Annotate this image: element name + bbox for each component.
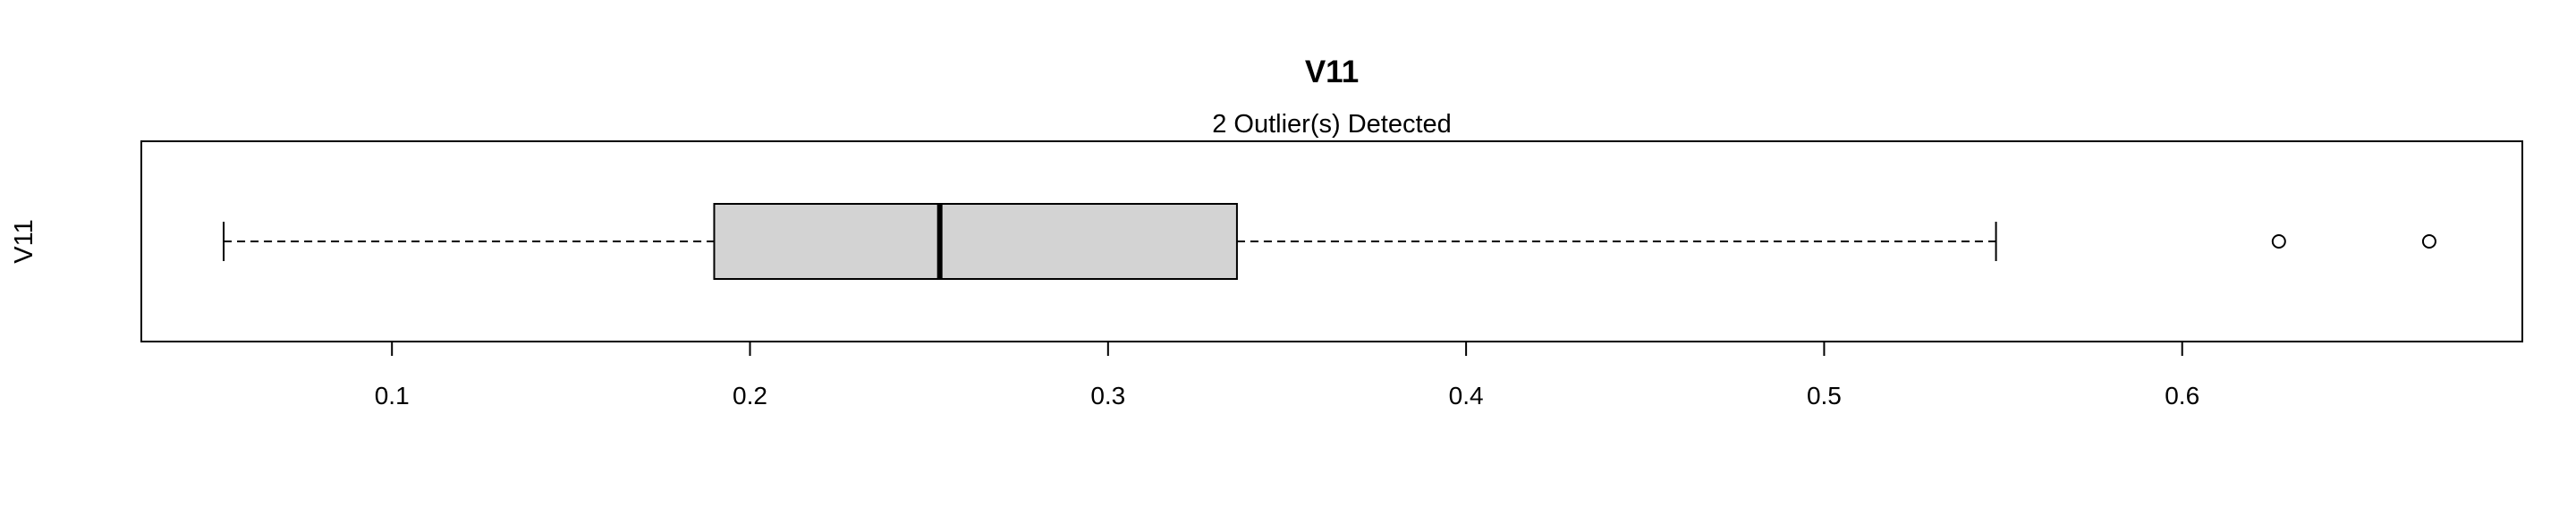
x-tick-label: 0.4 [1449, 382, 1484, 409]
outlier-point-2 [2421, 234, 2436, 249]
x-tick-label: 0.1 [375, 382, 410, 409]
chart-title: V11 [1305, 55, 1359, 89]
x-tick-label: 0.2 [733, 382, 767, 409]
x-axis-ticks: 0.1 0.2 0.3 0.4 0.5 0.6 [375, 342, 2199, 409]
chart-subtitle: 2 Outlier(s) Detected [1212, 110, 1452, 139]
x-tick-label: 0.3 [1090, 382, 1125, 409]
y-axis-label: V11 [10, 219, 38, 263]
iqr-box [713, 203, 1238, 280]
outliers-group [2271, 234, 2436, 249]
outlier-point-1 [2271, 234, 2286, 249]
x-tick-label: 0.5 [1807, 382, 1842, 409]
x-tick-label: 0.6 [2165, 382, 2199, 409]
